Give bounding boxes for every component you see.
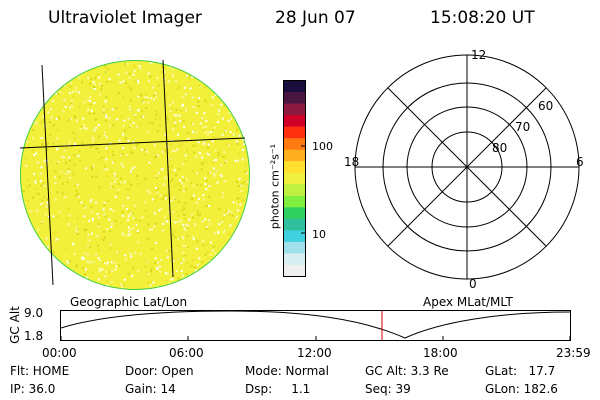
altitude-curve [60, 310, 571, 339]
mlt-label-6: 6 [576, 155, 584, 169]
colorbar-stripe [283, 207, 306, 220]
gc-alt-readout: GC Alt: 3.3 Re [365, 364, 449, 378]
xtick-0000: 00:00 [42, 346, 77, 360]
date-label: 28 Jun 07 [275, 8, 356, 28]
colorbar-stripe [283, 115, 306, 128]
mlt-label-12: 12 [471, 48, 486, 62]
glon-readout: GLon: 182.6 [485, 382, 558, 396]
colorbar-stripe [283, 230, 306, 243]
colorbar-stripe [283, 80, 306, 93]
ytick-top: 9.0 [24, 306, 44, 320]
lat-lon-grid [19, 59, 246, 286]
colorbar-stripe [283, 161, 306, 174]
glat-readout: GLat: 17.7 [485, 364, 556, 378]
earth-disk-image [19, 59, 250, 290]
colorbar-stripe [283, 172, 306, 185]
mode-readout: Mode: Normal [245, 364, 329, 378]
timeline-right-title: Apex MLat/MLT [423, 295, 513, 309]
seq-readout: Seq: 39 [365, 382, 411, 396]
mlt-label-18: 18 [344, 155, 359, 169]
colorbar-stripe [283, 184, 306, 197]
colorbar-stripe [283, 149, 306, 162]
mlt-label-0: 0 [469, 277, 477, 290]
ytick-bottom: 1.8 [24, 329, 44, 343]
xtick-0600: 06:00 [169, 346, 204, 360]
colorbar [283, 80, 306, 277]
flight-readout: Flt: HOME [10, 364, 70, 378]
lat-label-80: 80 [492, 141, 507, 155]
colorbar-stripe [283, 195, 306, 208]
altitude-timeline [60, 310, 571, 341]
colorbar-tick-100: 100 [312, 140, 333, 153]
colorbar-stripe [283, 103, 306, 116]
colorbar-tick-10: 10 [312, 228, 326, 241]
lat-label-70: 70 [515, 120, 530, 134]
time-label: 15:08:20 UT [430, 8, 535, 28]
xtick-2359: 23:59 [556, 346, 591, 360]
gain-readout: Gain: 14 [125, 382, 176, 396]
colorbar-stripe [283, 138, 306, 151]
colorbar-stripe [283, 264, 306, 277]
colorbar-unit-label: photon cm⁻²s⁻¹ [268, 143, 282, 230]
door-readout: Door: Open [125, 364, 194, 378]
xtick-1200: 12:00 [297, 346, 332, 360]
colorbar-stripe [283, 126, 306, 139]
colorbar-stripe [283, 92, 306, 105]
timeline-left-title: Geographic Lat/Lon [70, 295, 188, 309]
polar-mlt-plot: 12 18 6 0 60 70 80 [344, 48, 584, 290]
colorbar-stripe [283, 241, 306, 254]
lat-label-60: 60 [538, 99, 553, 113]
ip-readout: IP: 36.0 [10, 382, 56, 396]
xtick-1800: 18:00 [423, 346, 458, 360]
app-title: Ultraviolet Imager [48, 8, 202, 28]
dsp-readout: Dsp: 1.1 [245, 382, 311, 396]
colorbar-stripe [283, 253, 306, 266]
timeline-yaxis-label: GC Alt [8, 306, 22, 344]
colorbar-stripe [283, 218, 306, 231]
